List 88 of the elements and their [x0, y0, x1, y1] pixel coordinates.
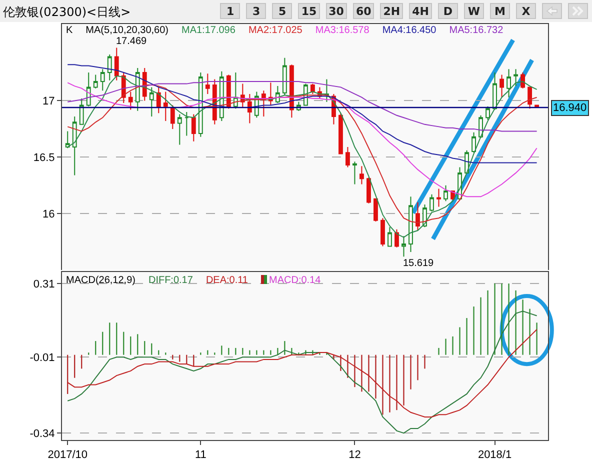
- candlestick: [198, 72, 203, 138]
- text: 2H: [380, 3, 404, 19]
- y-tick-label: -0.01: [30, 352, 55, 364]
- legend-label: MACD:0.14: [269, 275, 321, 286]
- text: 60: [352, 3, 374, 19]
- candlestick: [338, 112, 343, 154]
- annotation: K: [66, 25, 73, 36]
- text: 30: [326, 3, 347, 19]
- candlestick: [380, 218, 385, 247]
- candlestick: [444, 184, 448, 202]
- text: MA4:16.450: [382, 25, 436, 36]
- candlestick: [233, 72, 238, 110]
- candlestick: [275, 86, 280, 104]
- text: 3: [246, 3, 266, 19]
- chart-title: 伦敦银(02300)<日线>: [3, 4, 131, 21]
- text: D: [438, 3, 458, 19]
- candlestick: [149, 86, 154, 118]
- candlestick: [520, 72, 526, 89]
- line-series: [67, 82, 538, 198]
- candlestick: [472, 132, 476, 154]
- candlestick: [346, 146, 350, 168]
- annotation: 15.619: [403, 258, 434, 269]
- candlestick: [93, 74, 98, 89]
- text: 5: [272, 3, 292, 19]
- candlestick: [205, 73, 210, 94]
- text: MA3:16.578: [315, 25, 370, 36]
- y-tick-label: 17: [42, 96, 55, 108]
- candlestick: [408, 196, 413, 252]
- annotation: MACD(26,12,9): [66, 275, 136, 286]
- text: MA2:17.025: [248, 25, 302, 36]
- annotation: MA(5,10,20,30,60): [86, 25, 168, 36]
- text: X: [516, 3, 536, 19]
- candlestick: [107, 54, 112, 81]
- candlestick: [247, 93, 252, 124]
- text: 15: [298, 3, 320, 19]
- y-tick-label: 16: [42, 208, 55, 220]
- candlestick: [352, 161, 357, 185]
- x-tick-label: 2017/10: [48, 449, 88, 459]
- y-tick-label: 16.5: [33, 152, 55, 164]
- text: 4H: [409, 3, 432, 19]
- line-series: [67, 310, 538, 434]
- candlestick: [394, 228, 399, 248]
- candlestick: [416, 202, 420, 231]
- candlestick: [388, 226, 392, 247]
- candlestick: [436, 188, 441, 208]
- candlestick: [79, 98, 84, 125]
- line-series: [67, 64, 538, 164]
- candlestick: [506, 68, 511, 98]
- x-tick-label: 11: [194, 449, 206, 459]
- text: DIFF:0.17: [148, 275, 193, 286]
- line-series: [67, 329, 538, 418]
- candlestick: [492, 72, 497, 110]
- candlestick: [177, 114, 182, 146]
- candlestick: [65, 130, 70, 149]
- candlestick: [402, 236, 406, 258]
- annotation: 17.469: [116, 36, 148, 47]
- candlestick: [430, 194, 434, 212]
- text: MA1:17.096: [182, 25, 236, 36]
- x-tick-label: 12: [348, 449, 361, 459]
- ref-line-label: 16.940: [553, 102, 587, 114]
- candlestick: [128, 91, 133, 110]
- candlestick: [100, 68, 105, 92]
- candlestick: [360, 166, 364, 185]
- text: MA5:16.732: [449, 25, 504, 36]
- text: 1: [220, 3, 240, 19]
- candlestick: [163, 91, 168, 122]
- candlestick: [366, 176, 371, 204]
- text: W: [464, 3, 484, 19]
- candlestick: [72, 116, 77, 176]
- y-tick-label: -0.34: [30, 428, 55, 440]
- candlestick: [135, 68, 140, 112]
- candlestick: [310, 83, 315, 94]
- x-tick-label: 2018/1: [478, 449, 512, 459]
- candlestick: [114, 47, 119, 81]
- text: M: [490, 3, 510, 19]
- candlestick: [500, 74, 504, 98]
- y-tick-label: 0.31: [33, 278, 55, 290]
- candlestick: [514, 68, 518, 87]
- text: DEA:0.11: [206, 275, 248, 286]
- candlestick: [374, 198, 378, 222]
- candlestick: [184, 112, 189, 136]
- candlestick: [86, 72, 91, 107]
- candlestick: [191, 114, 196, 142]
- candlestick: [528, 86, 532, 110]
- line-series: [67, 81, 538, 132]
- candlestick: [156, 86, 161, 114]
- candlestick: [486, 106, 490, 120]
- candlestick: [282, 57, 287, 96]
